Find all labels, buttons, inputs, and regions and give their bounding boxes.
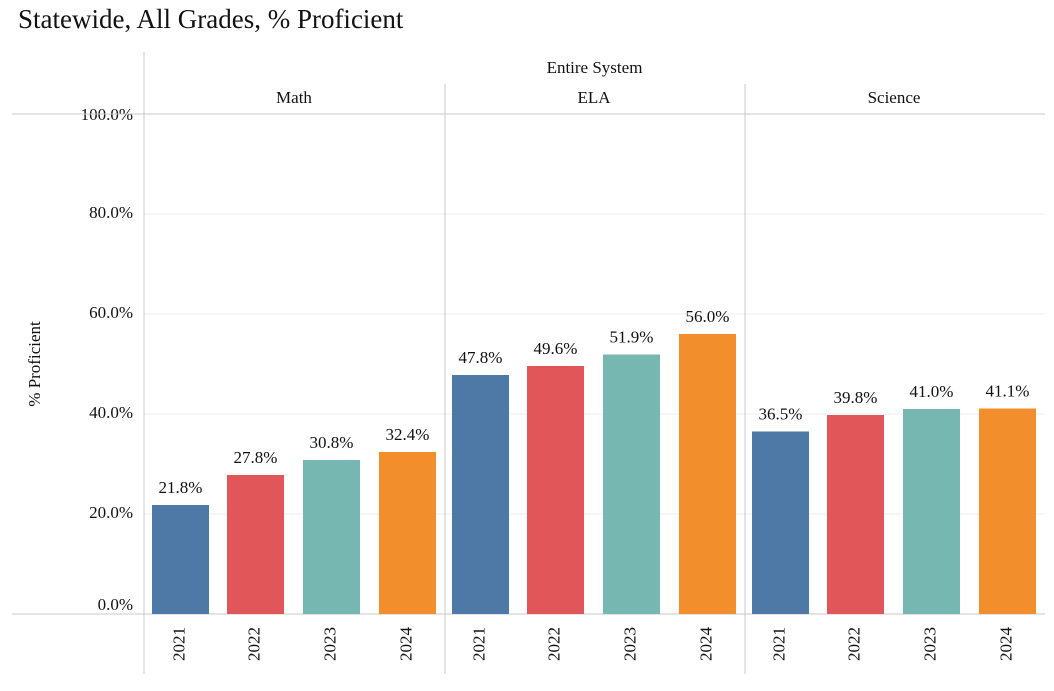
y-tick-label: 20.0% bbox=[89, 503, 133, 522]
bar-ela-2021 bbox=[452, 375, 509, 614]
x-tick-label: 2022 bbox=[244, 627, 263, 661]
x-tick-label: 2021 bbox=[769, 627, 788, 661]
panel-header-math: Math bbox=[276, 88, 312, 107]
x-tick-label: 2021 bbox=[469, 627, 488, 661]
y-tick-label: 80.0% bbox=[89, 203, 133, 222]
bar-ela-2024 bbox=[679, 334, 736, 614]
y-axis-title: % Proficient bbox=[25, 321, 44, 407]
data-label: 51.9% bbox=[610, 328, 654, 347]
bar-ela-2022 bbox=[527, 366, 584, 614]
panel-header-ela: ELA bbox=[577, 88, 611, 107]
column-header: Entire System bbox=[547, 58, 643, 77]
x-tick-label: 2024 bbox=[696, 627, 715, 662]
bar-science-2024 bbox=[979, 408, 1036, 614]
bar-science-2021 bbox=[752, 431, 809, 614]
bar-ela-2023 bbox=[603, 354, 660, 614]
x-tick-label: 2024 bbox=[396, 627, 415, 662]
data-label: 36.5% bbox=[759, 405, 803, 424]
data-label: 27.8% bbox=[234, 448, 278, 467]
data-label: 47.8% bbox=[459, 348, 503, 367]
data-label: 49.6% bbox=[534, 339, 578, 358]
x-tick-label: 2023 bbox=[320, 627, 339, 661]
bar-math-2024 bbox=[379, 452, 436, 614]
bar-math-2023 bbox=[303, 460, 360, 614]
y-tick-label: 60.0% bbox=[89, 303, 133, 322]
x-tick-label: 2022 bbox=[544, 627, 563, 661]
data-label: 56.0% bbox=[686, 307, 730, 326]
y-tick-label: 0.0% bbox=[98, 595, 133, 614]
x-tick-label: 2021 bbox=[169, 627, 188, 661]
y-tick-label: 40.0% bbox=[89, 403, 133, 422]
data-label: 30.8% bbox=[310, 433, 354, 452]
x-tick-label: 2023 bbox=[920, 627, 939, 661]
bar-math-2022 bbox=[227, 475, 284, 614]
data-label: 41.1% bbox=[986, 382, 1030, 401]
bar-science-2022 bbox=[827, 415, 884, 614]
data-label: 32.4% bbox=[386, 425, 430, 444]
x-tick-label: 2022 bbox=[844, 627, 863, 661]
chart-title: Statewide, All Grades, % Proficient bbox=[18, 4, 404, 34]
data-label: 39.8% bbox=[834, 388, 878, 407]
panel-header-science: Science bbox=[868, 88, 921, 107]
x-tick-label: 2024 bbox=[996, 627, 1015, 662]
bar-science-2023 bbox=[903, 409, 960, 614]
data-label: 21.8% bbox=[159, 478, 203, 497]
x-tick-label: 2023 bbox=[620, 627, 639, 661]
data-label: 41.0% bbox=[910, 382, 954, 401]
bar-math-2021 bbox=[152, 505, 209, 614]
